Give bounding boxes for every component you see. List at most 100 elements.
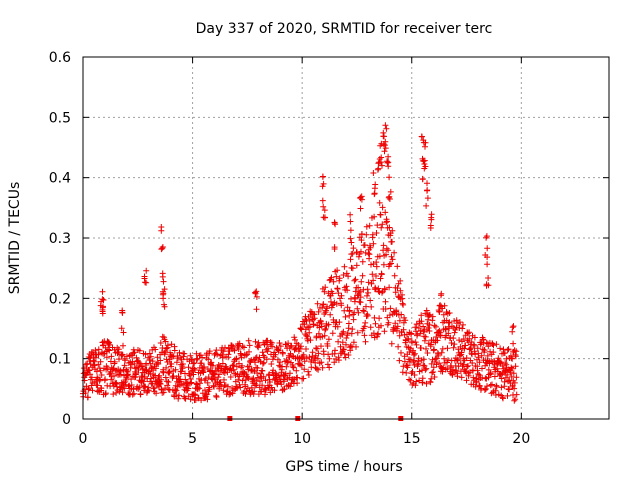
data-point xyxy=(440,346,446,352)
data-point xyxy=(497,345,503,351)
data-point xyxy=(160,270,166,276)
chart-title: Day 337 of 2020, SRMTID for receiver ter… xyxy=(196,21,493,37)
data-point xyxy=(160,295,166,301)
data-point xyxy=(291,334,297,340)
data-point xyxy=(322,327,328,333)
data-points xyxy=(80,122,520,404)
data-point xyxy=(120,343,126,349)
data-point xyxy=(358,206,364,212)
data-point xyxy=(351,278,357,284)
data-point xyxy=(382,122,388,128)
data-point xyxy=(259,368,265,374)
data-point xyxy=(143,268,149,274)
data-point xyxy=(326,365,332,371)
data-point xyxy=(370,170,376,176)
data-point xyxy=(354,306,360,312)
data-point xyxy=(445,345,451,351)
data-point xyxy=(424,180,430,186)
y-tick-label: 0.2 xyxy=(49,291,71,307)
data-point xyxy=(320,204,326,210)
data-point xyxy=(400,369,406,375)
data-point xyxy=(158,340,164,346)
data-point xyxy=(368,324,374,330)
x-tick-label: 15 xyxy=(403,431,421,447)
data-point xyxy=(110,391,116,397)
data-point xyxy=(241,345,247,351)
data-point xyxy=(425,195,431,201)
data-point xyxy=(441,312,447,318)
data-point xyxy=(335,286,341,292)
data-point xyxy=(350,251,356,257)
plot-frame xyxy=(83,57,609,419)
data-point xyxy=(343,314,349,320)
data-point xyxy=(106,348,112,354)
data-point xyxy=(348,256,354,262)
data-point xyxy=(506,346,512,352)
data-point xyxy=(459,374,465,380)
data-point xyxy=(389,341,395,347)
data-point xyxy=(505,347,511,353)
data-point xyxy=(456,337,462,343)
data-point xyxy=(438,292,444,298)
x-tick-label: 20 xyxy=(512,431,530,447)
data-point xyxy=(322,207,328,213)
data-point xyxy=(320,198,326,204)
data-point xyxy=(382,148,388,154)
data-point xyxy=(432,356,438,362)
data-point xyxy=(484,245,490,251)
data-point xyxy=(373,321,379,327)
data-point xyxy=(483,386,489,392)
data-point xyxy=(366,251,372,257)
data-point xyxy=(484,261,490,267)
data-point xyxy=(254,306,260,312)
data-point xyxy=(433,324,439,330)
data-point xyxy=(406,377,412,383)
data-point xyxy=(430,369,436,375)
data-point xyxy=(145,384,151,390)
data-point xyxy=(303,346,309,352)
data-point xyxy=(363,339,369,345)
data-point xyxy=(181,351,187,357)
data-point xyxy=(459,326,465,332)
data-point xyxy=(472,351,478,357)
data-point xyxy=(261,360,267,366)
data-point xyxy=(385,154,391,160)
x-axis-label: GPS time / hours xyxy=(285,459,402,475)
data-point xyxy=(418,345,424,351)
data-point xyxy=(412,324,418,330)
y-tick-label: 0.3 xyxy=(49,231,71,247)
data-point xyxy=(310,349,316,355)
data-point xyxy=(343,335,349,341)
data-point xyxy=(100,289,106,295)
data-point xyxy=(452,330,458,336)
data-point xyxy=(350,245,356,251)
data-point xyxy=(383,299,389,305)
data-point xyxy=(318,359,324,365)
data-point xyxy=(375,166,381,172)
data-point xyxy=(330,330,336,336)
data-point xyxy=(306,372,312,378)
data-point xyxy=(403,370,409,376)
data-point xyxy=(386,174,392,180)
data-point xyxy=(348,227,354,233)
data-point xyxy=(396,358,402,364)
data-point xyxy=(340,329,346,335)
data-point xyxy=(511,323,517,329)
data-point xyxy=(353,276,359,282)
y-tick-label: 0 xyxy=(62,412,71,428)
data-point xyxy=(423,346,429,352)
data-point xyxy=(502,350,508,356)
data-point xyxy=(308,364,314,370)
data-point xyxy=(380,133,386,139)
y-axis-label: SRMTID / TECUs xyxy=(7,182,23,295)
data-point xyxy=(362,242,368,248)
data-point xyxy=(398,350,404,356)
data-point xyxy=(348,343,354,349)
data-point xyxy=(321,289,327,295)
data-point xyxy=(158,228,164,234)
data-point xyxy=(413,339,419,345)
data-point xyxy=(431,347,437,353)
y-tick-label: 0.6 xyxy=(49,50,71,66)
data-point xyxy=(392,273,398,279)
data-point xyxy=(465,363,471,369)
